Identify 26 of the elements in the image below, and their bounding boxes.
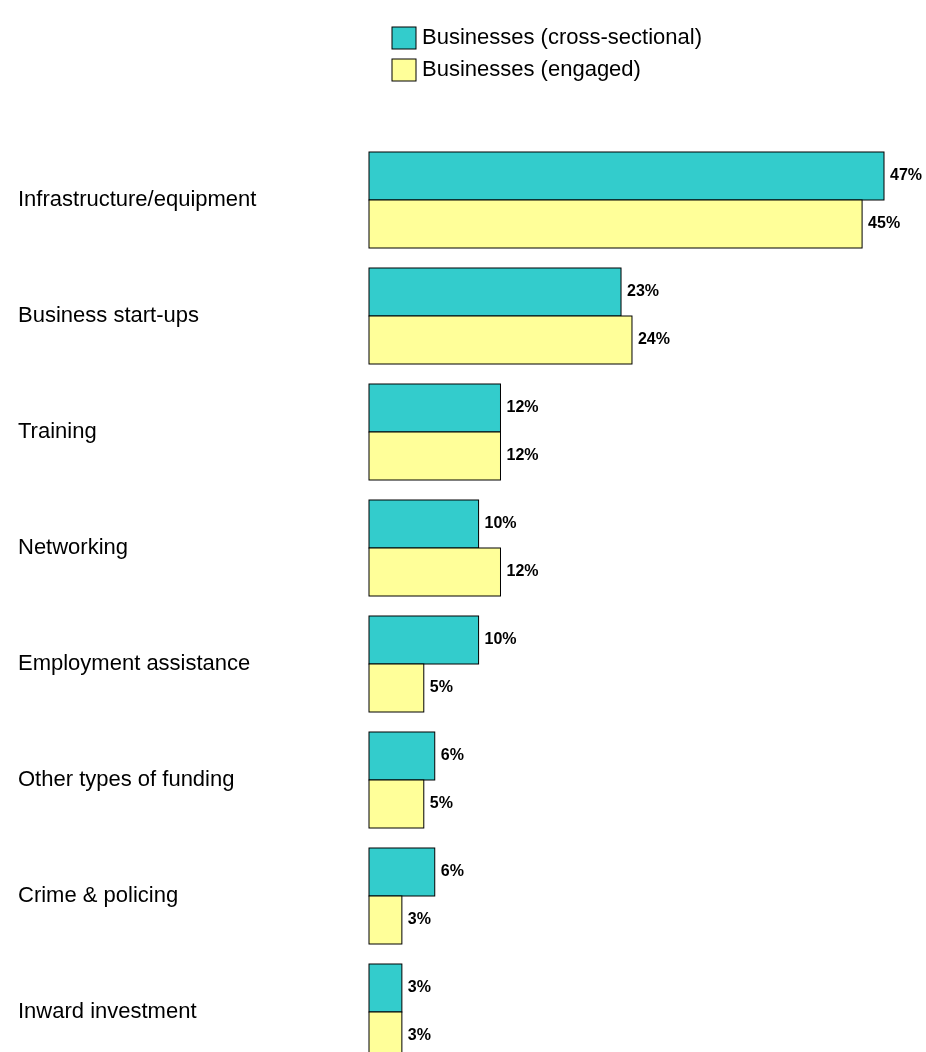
data-label: 6% bbox=[440, 862, 464, 880]
data-label: 47% bbox=[890, 166, 923, 184]
y-tick-label: Crime & policing bbox=[18, 881, 179, 907]
y-tick-label: Training bbox=[18, 417, 97, 443]
data-label: 10% bbox=[484, 630, 517, 648]
y-tick-label: Business start-ups bbox=[18, 301, 199, 327]
data-label: 12% bbox=[506, 562, 539, 580]
data-label: 3% bbox=[407, 910, 431, 928]
y-tick-label: Infrastructure/equipment bbox=[18, 185, 257, 211]
data-label: 5% bbox=[429, 678, 453, 696]
y-tick-label: Employment assistance bbox=[18, 649, 251, 675]
data-label: 45% bbox=[868, 214, 901, 232]
data-label: 12% bbox=[506, 446, 539, 464]
data-label: 3% bbox=[407, 978, 431, 996]
data-label: 6% bbox=[440, 746, 464, 764]
data-label: 5% bbox=[429, 794, 453, 812]
data-label: 10% bbox=[484, 514, 517, 532]
y-tick-label: Networking bbox=[18, 533, 129, 559]
data-label: 12% bbox=[506, 398, 539, 416]
data-label: 23% bbox=[627, 282, 660, 300]
y-tick-label: Inward investment bbox=[18, 997, 197, 1023]
y-tick-label: Other types of funding bbox=[18, 765, 235, 791]
data-label: 24% bbox=[637, 330, 671, 348]
data-label: 3% bbox=[407, 1026, 431, 1044]
legend-label: Businesses (cross-sectional) bbox=[422, 23, 702, 49]
legend-label: Businesses (engaged) bbox=[422, 55, 641, 81]
